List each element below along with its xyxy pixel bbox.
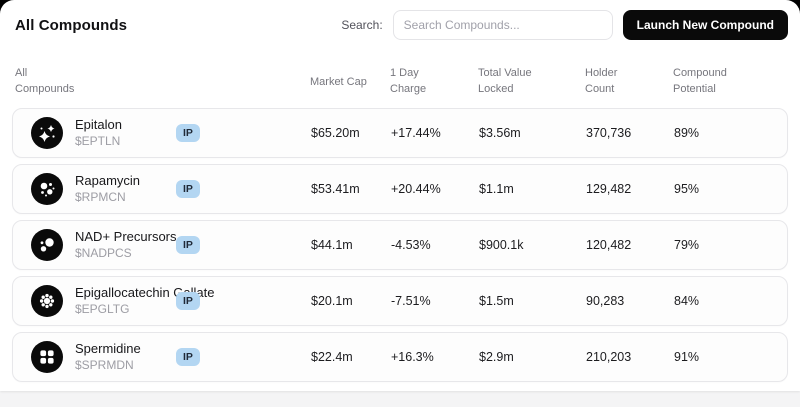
compound-name-block: Spermidine $SPRMDN [75, 341, 176, 372]
column-header-tvl: Total Value Locked [478, 67, 532, 95]
compound-ticker: $SPRMDN [75, 357, 134, 372]
compound-ticker: $EPTLN [75, 133, 121, 148]
potential-value: 84% [674, 293, 700, 308]
all-compounds-page: All Compounds Search: Launch New Compoun… [0, 0, 800, 391]
table-row[interactable]: NAD+ Precursors $NADPCS IP $44.1m -4.53%… [12, 219, 788, 270]
compound-name-block: Epigallocatechin Gallate $EPGLTG [75, 285, 215, 316]
holder-count-value: 90,283 [586, 293, 625, 308]
search-label: Search: [341, 18, 383, 32]
holder-count-value: 120,482 [586, 237, 632, 252]
compound-name: Spermidine [75, 341, 141, 357]
compound-ticker: $RPMCN [75, 189, 126, 204]
day-change-value: -7.51% [391, 293, 431, 308]
market-cap-value: $65.20m [311, 125, 360, 140]
column-header-day-charge: 1 Day Charge [390, 67, 427, 95]
compound-name: Epigallocatechin Gallate [75, 285, 215, 301]
ip-badge: IP [176, 291, 200, 311]
compound-ticker: $NADPCS [75, 245, 132, 260]
holder-count-value: 129,482 [586, 181, 632, 196]
holder-count-value: 370,736 [586, 125, 632, 140]
compound-cell: Rapamycin $RPMCN IP [31, 172, 311, 205]
topbar: All Compounds Search: Launch New Compoun… [0, 0, 800, 50]
potential-value: 89% [674, 125, 700, 140]
ip-badge: IP [176, 123, 200, 143]
ip-badge: IP [176, 235, 200, 255]
tvl-value: $1.5m [479, 293, 514, 308]
tvl-value: $1.1m [479, 181, 514, 196]
sparkles-icon [31, 116, 63, 149]
compound-ticker: $EPGLTG [75, 301, 130, 316]
column-header-holder-count: Holder Count [585, 67, 618, 95]
day-change-value: -4.53% [391, 237, 431, 252]
tvl-value: $900.1k [479, 237, 524, 252]
clover-icon [31, 340, 63, 373]
tvl-value: $3.56m [479, 125, 521, 140]
compound-cell: NAD+ Precursors $NADPCS IP [31, 228, 311, 261]
compound-name-block: Rapamycin $RPMCN [75, 173, 176, 204]
search-input[interactable] [392, 10, 613, 40]
compound-name-block: Epitalon $EPTLN [75, 117, 176, 148]
molecule-dots-icon [31, 172, 63, 205]
table-row[interactable]: Rapamycin $RPMCN IP $53.41m +20.44% $1.1… [12, 163, 788, 214]
market-cap-value: $44.1m [311, 237, 353, 252]
potential-value: 79% [674, 237, 700, 252]
table-row[interactable]: Epigallocatechin Gallate $EPGLTG IP $20.… [12, 275, 788, 326]
launch-new-compound-button[interactable]: Launch New Compound [622, 10, 788, 40]
rows: Epitalon $EPTLN IP $65.20m +17.44% $3.56… [0, 107, 800, 382]
tvl-value: $2.9m [479, 349, 514, 364]
holder-count-value: 210,203 [586, 349, 632, 364]
market-cap-value: $20.1m [311, 293, 353, 308]
potential-value: 91% [674, 349, 700, 364]
day-change-value: +20.44% [391, 181, 441, 196]
compound-name-block: NAD+ Precursors $NADPCS [75, 229, 177, 260]
potential-value: 95% [674, 181, 700, 196]
bubbles-icon [31, 228, 63, 261]
page-title: All Compounds [15, 16, 128, 34]
compound-cell: Epitalon $EPTLN IP [31, 116, 311, 149]
ip-badge: IP [176, 347, 200, 367]
compound-cell: Epigallocatechin Gallate $EPGLTG IP [31, 284, 311, 317]
search-group: Search: Launch New Compound [341, 10, 788, 40]
gear-icon [31, 284, 63, 317]
column-header-compounds: All Compounds [15, 67, 75, 95]
compound-cell: Spermidine $SPRMDN IP [31, 340, 311, 373]
column-header-potential: Compound Potential [673, 67, 727, 95]
day-change-value: +17.44% [391, 125, 441, 140]
table-row[interactable]: Epitalon $EPTLN IP $65.20m +17.44% $3.56… [12, 107, 788, 158]
table-row[interactable]: Spermidine $SPRMDN IP $22.4m +16.3% $2.9… [12, 331, 788, 382]
ip-badge: IP [176, 179, 200, 199]
column-header-market-cap: Market Cap [310, 76, 367, 89]
market-cap-value: $53.41m [311, 181, 360, 196]
day-change-value: +16.3% [391, 349, 434, 364]
compound-name: NAD+ Precursors [75, 229, 177, 245]
table-header: All Compounds Market Cap 1 Day Charge To… [0, 50, 800, 108]
compound-name: Rapamycin [75, 173, 141, 189]
market-cap-value: $22.4m [311, 349, 353, 364]
compound-name: Epitalon [75, 117, 122, 133]
